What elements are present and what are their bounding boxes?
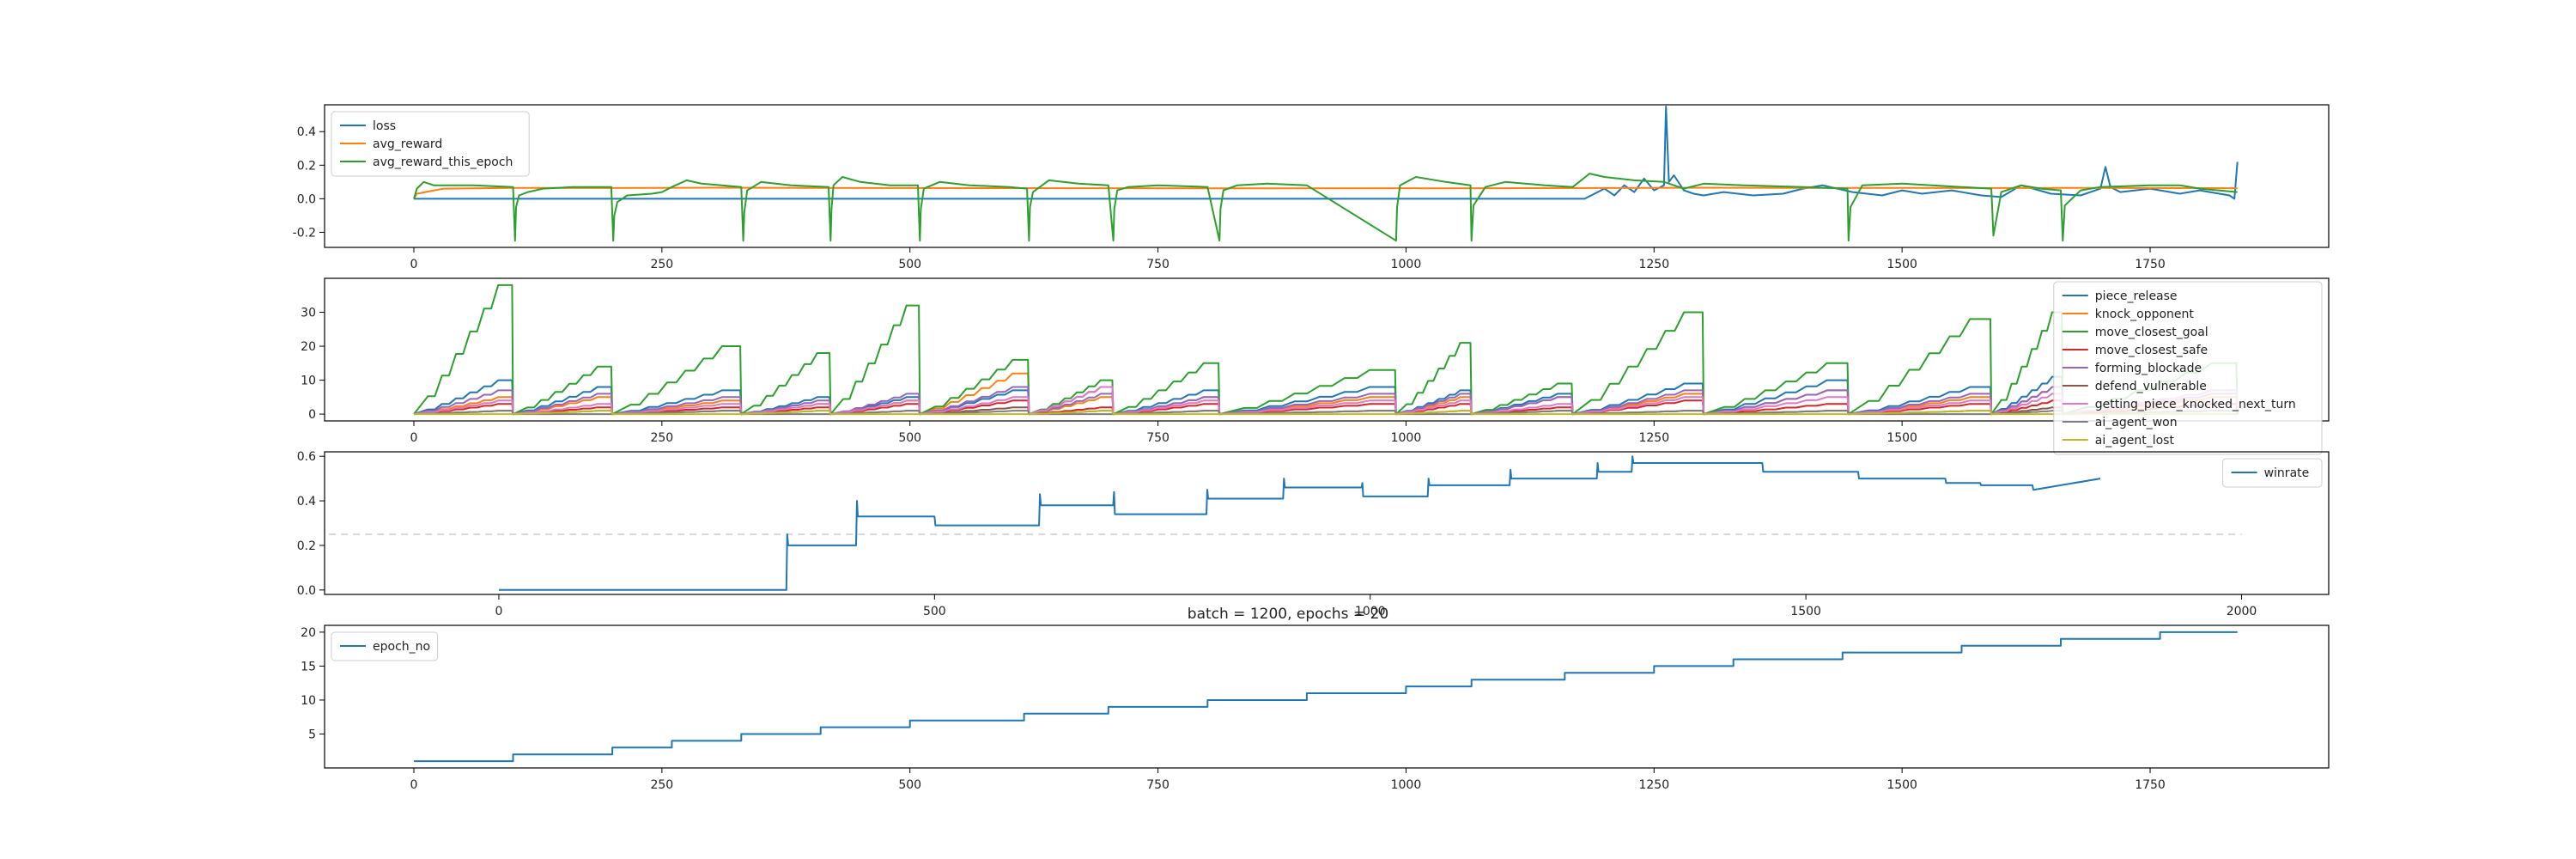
x-tick-label: 1250 (1638, 258, 1669, 271)
plot-area (325, 455, 2242, 591)
legend-label: move_closest_safe (2095, 344, 2208, 357)
plot-frame (324, 104, 2330, 248)
panel-loss-reward: 0 250 500 750 1000 1250 1500 1750 -0.2 0.0 0.2 0.4 l… (293, 104, 2330, 271)
legend-label: knock_opponent (2095, 308, 2195, 321)
plot-area (413, 106, 2239, 242)
legend: epoch_no (331, 631, 439, 661)
y-tick-label: -0.2 (293, 226, 316, 240)
y-tick-label: 0.4 (297, 125, 316, 139)
x-tick-label: 1750 (2135, 258, 2166, 271)
x-tick-label: 0 (495, 605, 502, 618)
panel-reward-components: 0 250 500 750 1000 1250 1500 0 10 20 30 piece_relea… (301, 277, 2330, 455)
plot-frame (324, 277, 2330, 422)
chart-suptitle: batch = 1200, epochs = 20 (1188, 606, 1388, 623)
legend-box (331, 631, 439, 661)
legend-label: epoch_no (373, 640, 430, 654)
series-line-avg-reward-this-epoch (413, 173, 2238, 242)
x-tick-label: 1000 (1391, 258, 1422, 271)
x-tick-label: 1000 (1355, 605, 1386, 618)
x-tick-label: 1000 (1391, 778, 1422, 792)
legend-box (2053, 281, 2323, 455)
panel-epoch-no: 0 250 500 750 1000 1250 1500 1750 5 10 15 20 epoch_n… (301, 624, 2330, 792)
y-tick-label: 0.2 (297, 159, 316, 173)
y-tick-label: 30 (301, 307, 316, 320)
x-tick-label: 1250 (1638, 778, 1669, 792)
x-tick-label: 750 (1146, 778, 1170, 792)
plot-area (414, 631, 2238, 763)
x-tick-label: 1250 (1638, 431, 1669, 445)
y-tick-label: 0.0 (297, 192, 316, 206)
legend-box (331, 111, 530, 177)
x-tick-label: 250 (650, 258, 673, 271)
x-tick-label: 500 (898, 431, 921, 445)
plot-frame (324, 451, 2330, 595)
legend-label: ai_agent_won (2095, 416, 2178, 430)
series-line-avg-reward (413, 186, 2238, 199)
legend-label: winrate (2264, 466, 2310, 480)
legend-box (2222, 458, 2323, 488)
y-tick-label: 20 (301, 340, 316, 354)
legend-label: defend_vulnerable (2095, 380, 2207, 393)
x-tick-label: 0 (410, 431, 418, 445)
legend-label: forming_blockade (2095, 362, 2202, 375)
legend: winrate (2222, 458, 2323, 488)
panel-winrate: 0 500 1000 1500 2000 0.0 0.2 0.4 0.6 winrate (297, 450, 2330, 618)
plot-frame (324, 624, 2330, 769)
series-line-loss (414, 106, 2239, 200)
legend-label: avg_reward_this_epoch (373, 155, 513, 169)
y-tick-label: 20 (301, 626, 316, 640)
x-tick-label: 2000 (2227, 605, 2257, 618)
y-tick-label: 10 (301, 375, 316, 388)
x-tick-label: 750 (1146, 258, 1170, 271)
x-tick-label: 500 (923, 605, 946, 618)
x-tick-label: 250 (650, 431, 673, 445)
x-tick-label: 1500 (1886, 431, 1917, 445)
y-tick-label: 0 (308, 408, 316, 422)
x-tick-label: 0 (410, 778, 418, 792)
y-tick-label: 0.0 (297, 584, 316, 598)
x-tick-label: 1000 (1391, 431, 1422, 445)
legend-label: avg_reward (373, 137, 442, 151)
y-tick-label: 5 (308, 728, 316, 741)
legend: loss avg_reward avg_reward_this_epoch (331, 111, 530, 177)
legend: piece_release knock_opponent move_closest_… (2053, 281, 2323, 455)
legend-label: getting_piece_knocked_next_turn (2095, 398, 2296, 411)
x-tick-label: 0 (410, 258, 418, 271)
y-tick-label: 10 (301, 694, 316, 708)
x-tick-label: 1500 (1790, 605, 1821, 618)
plot-area (413, 283, 2239, 416)
x-tick-label: 250 (650, 778, 673, 792)
legend-label: piece_release (2095, 289, 2178, 303)
y-tick-label: 15 (301, 660, 316, 673)
series-line-epoch-no (414, 631, 2238, 763)
x-tick-label: 500 (898, 258, 921, 271)
x-tick-label: 1500 (1886, 778, 1917, 792)
legend-label: move_closest_goal (2095, 326, 2208, 339)
y-tick-label: 0.6 (297, 450, 316, 464)
series-line-winrate (499, 455, 2101, 591)
x-tick-label: 750 (1146, 431, 1170, 445)
y-tick-label: 0.2 (297, 539, 316, 553)
x-tick-label: 500 (898, 778, 921, 792)
y-tick-label: 0.4 (297, 495, 316, 509)
legend-label: ai_agent_lost (2095, 434, 2175, 448)
series-line-move-closest-goal (413, 283, 2239, 416)
x-tick-label: 1750 (2135, 778, 2166, 792)
series-line-ai-agent-lost (414, 410, 2238, 416)
legend-label: loss (373, 119, 396, 133)
x-tick-label: 1500 (1886, 258, 1917, 271)
